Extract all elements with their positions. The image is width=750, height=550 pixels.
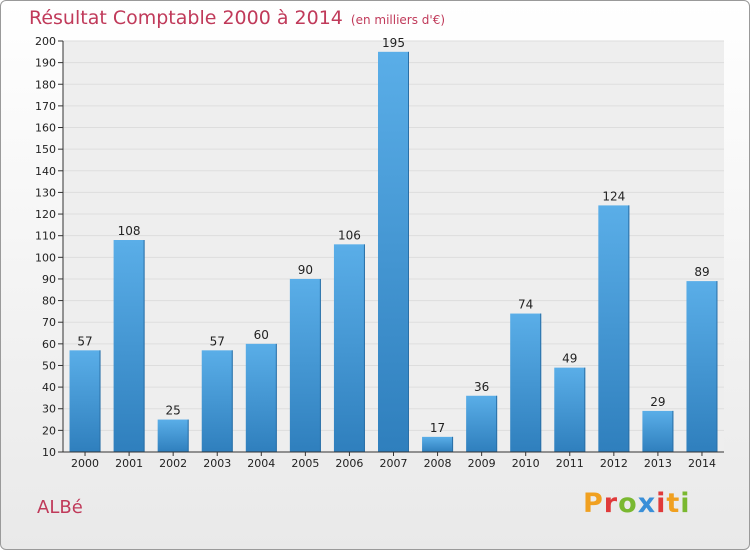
y-tick-label: 180: [35, 78, 56, 91]
data-label: 89: [694, 265, 709, 279]
commune-name: ALBé: [37, 497, 83, 518]
bar: [378, 51, 409, 452]
x-tick-label: 2004: [247, 457, 275, 470]
x-tick-label: 2002: [159, 457, 187, 470]
x-tick-label: 2013: [644, 457, 672, 470]
y-tick-label: 170: [35, 100, 56, 113]
x-tick-label: 2001: [115, 457, 143, 470]
x-tick-label: 2006: [335, 457, 363, 470]
data-label: 29: [650, 395, 665, 409]
bar: [245, 343, 277, 452]
bar: [554, 367, 586, 452]
data-label: 74: [518, 298, 533, 312]
data-label: 36: [474, 380, 489, 394]
axes: 10 20 30 40 50 60 70 80 90 100 110 120 130 140 150 160 1…: [35, 35, 724, 470]
logo-letter: x: [637, 488, 657, 519]
bar: [333, 244, 365, 452]
title-unit: (en milliers d'€): [350, 13, 446, 27]
data-label: 17: [430, 421, 445, 435]
bar: [69, 350, 101, 452]
data-label: 108: [118, 224, 141, 238]
data-label: 195: [382, 36, 405, 50]
logo-letter: P: [583, 488, 604, 519]
chart-title: Résultat Comptable 2000 à 2014 (en millie…: [29, 7, 445, 29]
data-label: 124: [602, 189, 625, 203]
logo-letter: t: [666, 488, 681, 519]
x-tick-label: 2014: [688, 457, 716, 470]
proxiti-logo: Proxiti: [583, 488, 691, 519]
data-label: 25: [166, 404, 181, 418]
title-text: Résultat Comptable 2000 à 2014: [29, 7, 343, 29]
y-tick-label: 130: [35, 186, 56, 199]
bar: [201, 350, 233, 452]
y-tick-label: 160: [35, 122, 56, 135]
bar: [422, 436, 454, 452]
data-label: 90: [298, 263, 313, 277]
logo-letter: o: [618, 488, 638, 519]
logo-letter: r: [603, 488, 619, 519]
data-label: 60: [254, 328, 269, 342]
data-label: 57: [77, 334, 92, 348]
y-tick-label: 90: [42, 273, 56, 286]
x-tick-label: 2003: [203, 457, 231, 470]
bar: [289, 278, 321, 452]
data-label: 106: [338, 228, 361, 242]
y-tick-label: 100: [35, 251, 56, 264]
x-tick-label: 2009: [468, 457, 496, 470]
x-tick-label: 2012: [600, 457, 628, 470]
bar: [157, 419, 189, 452]
data-label: 49: [562, 352, 577, 366]
data-label: 57: [210, 334, 225, 348]
y-tick-label: 30: [42, 403, 56, 416]
y-tick-label: 80: [42, 295, 56, 308]
x-tick-label: 2005: [291, 457, 319, 470]
x-tick-label: 2008: [424, 457, 452, 470]
y-tick-label: 50: [42, 359, 56, 372]
y-tick-label: 40: [42, 381, 56, 394]
bar: [642, 410, 674, 452]
y-tick-label: 140: [35, 165, 56, 178]
bar: [113, 240, 145, 452]
bar: [686, 281, 718, 452]
logo-letter: i: [680, 488, 691, 519]
y-tick-label: 150: [35, 143, 56, 156]
y-tick-label: 20: [42, 424, 56, 437]
bar: [510, 313, 542, 452]
y-tick-label: 60: [42, 338, 56, 351]
y-tick-label: 10: [42, 446, 56, 459]
bar: [598, 205, 630, 452]
x-tick-label: 2000: [71, 457, 99, 470]
y-tick-label: 110: [35, 230, 56, 243]
x-tick-label: 2007: [380, 457, 408, 470]
bar: [466, 395, 498, 452]
y-tick-label: 200: [35, 35, 56, 48]
y-tick-label: 70: [42, 316, 56, 329]
y-tick-label: 190: [35, 57, 56, 70]
y-tick-label: 120: [35, 208, 56, 221]
x-tick-label: 2011: [556, 457, 584, 470]
logo-letter: i: [656, 488, 667, 519]
bars: 57 108 25 57 60 90 106 195 17 36 74 49 124 29 89: [69, 36, 718, 452]
x-tick-label: 2010: [512, 457, 540, 470]
